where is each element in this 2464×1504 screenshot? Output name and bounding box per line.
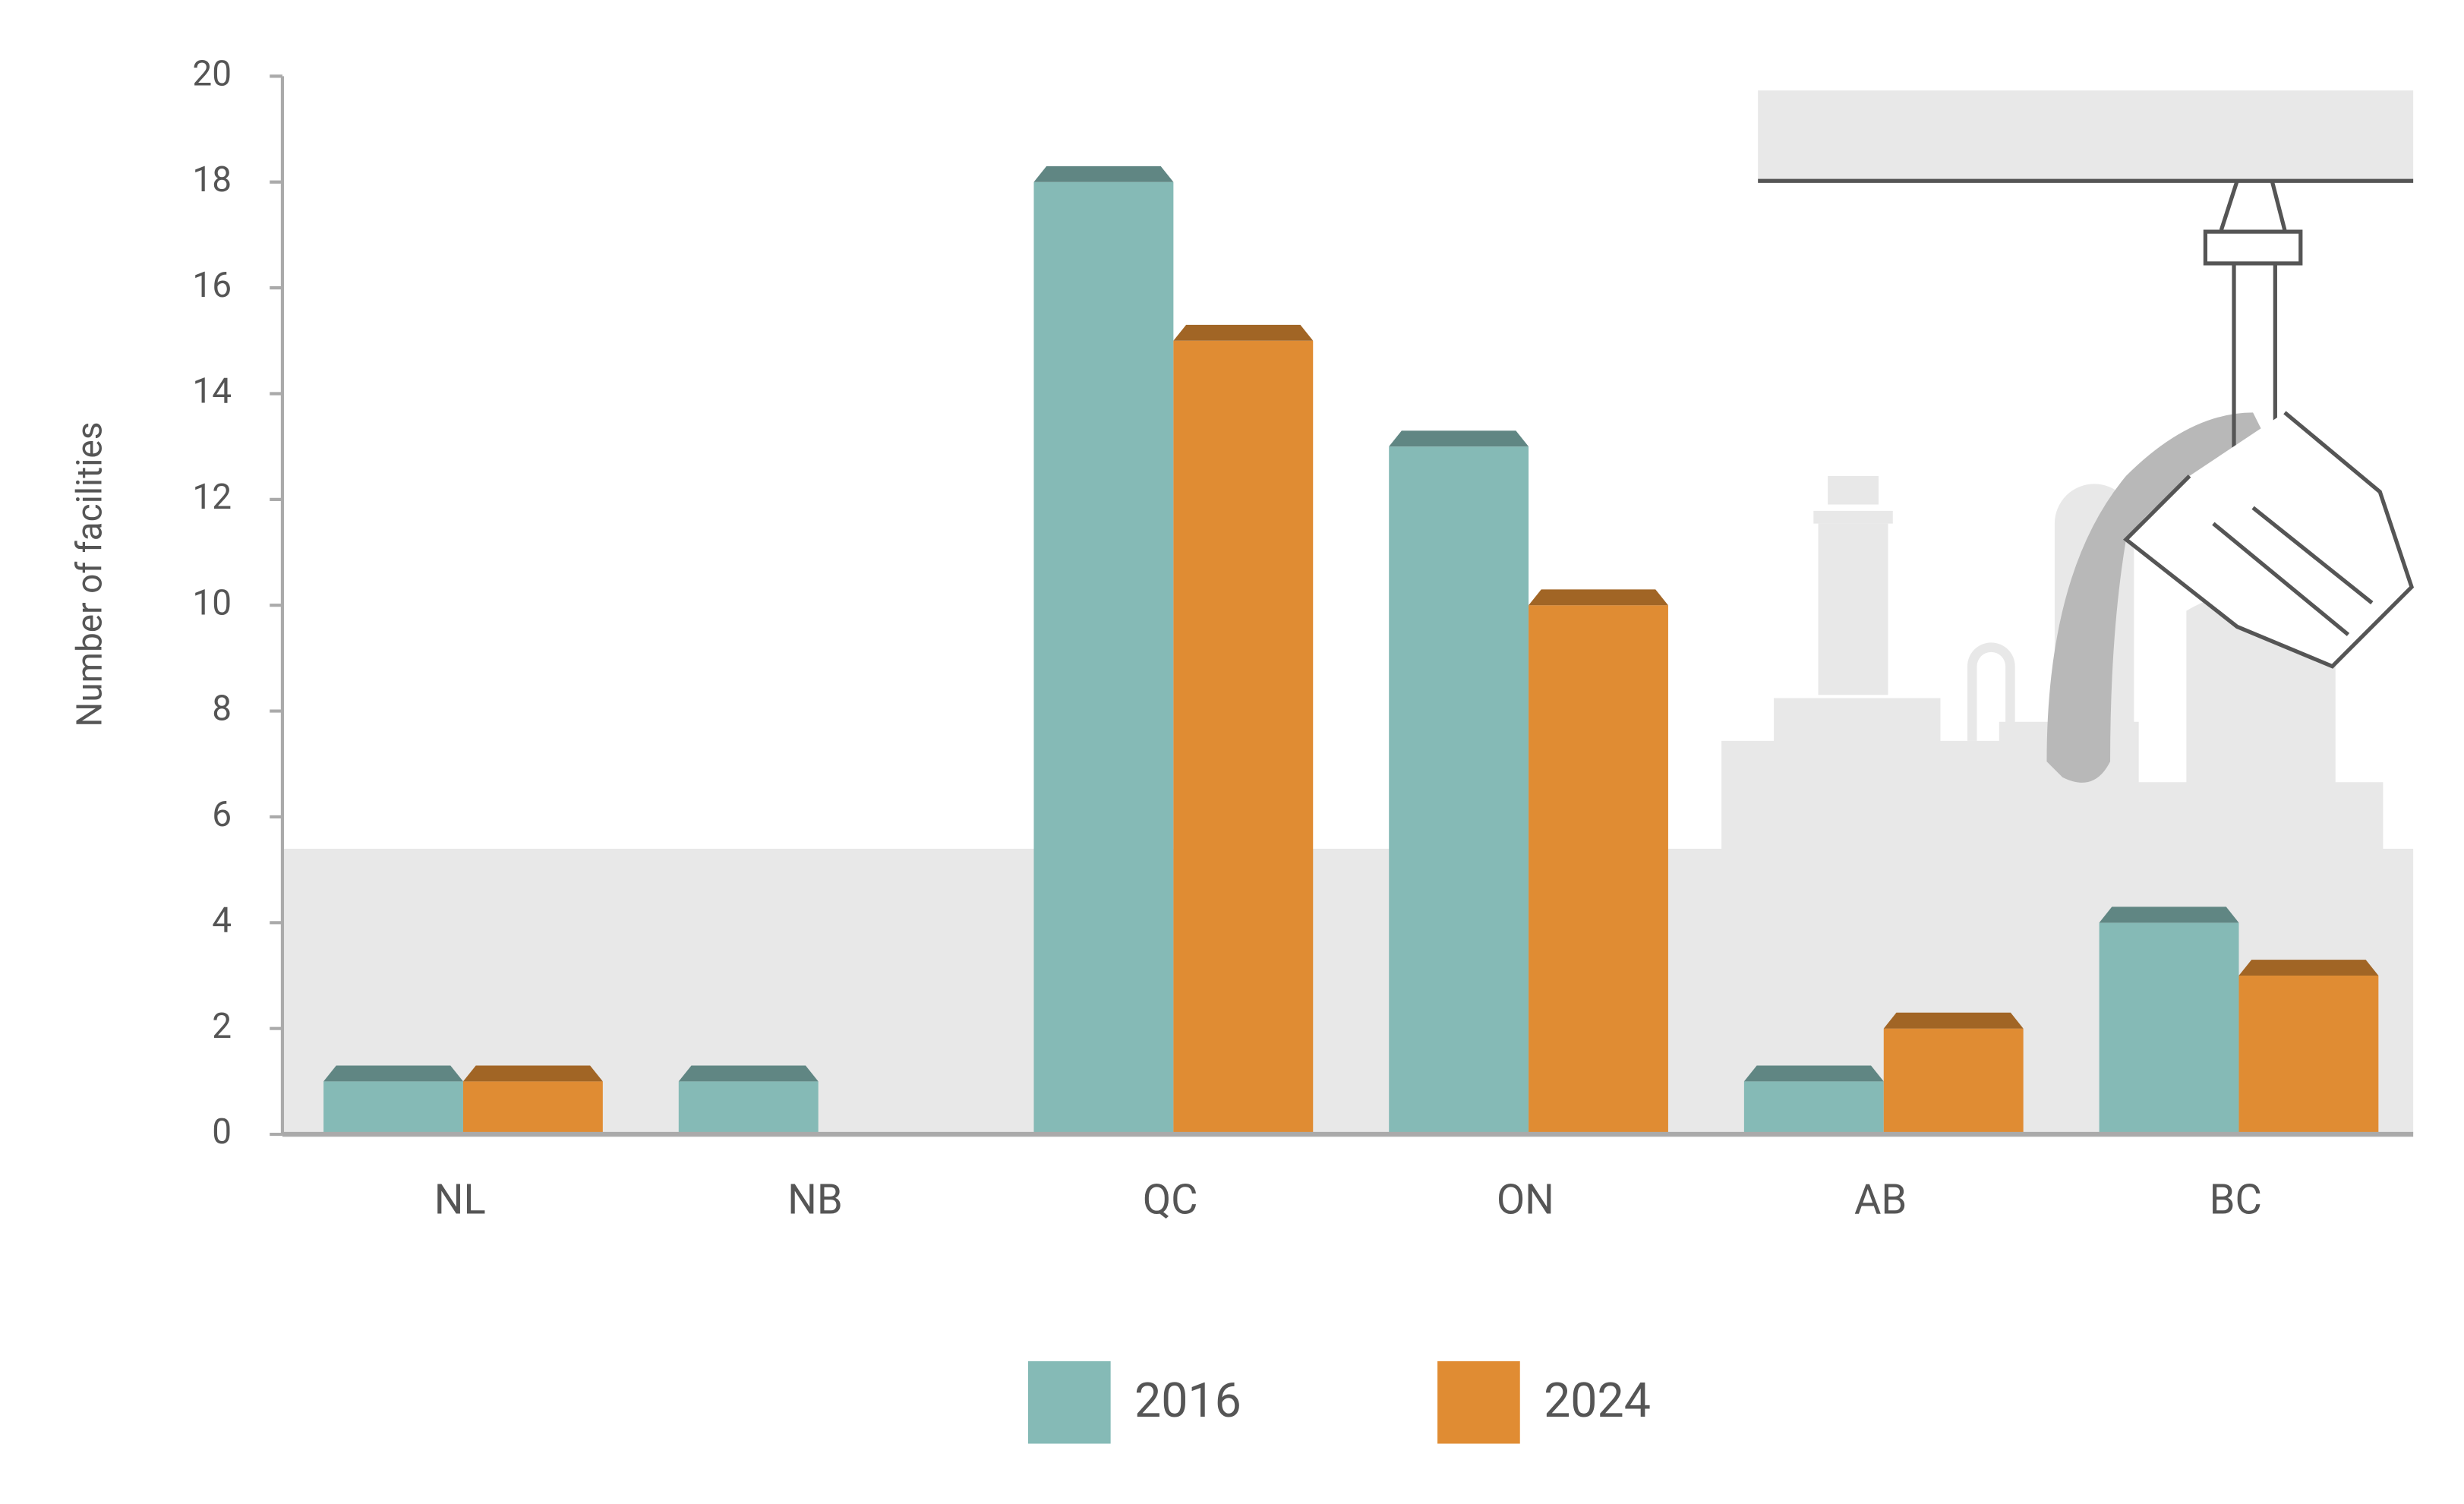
bar <box>462 1081 603 1135</box>
x-tick-label: AB <box>1854 1176 1907 1224</box>
x-tick-label: BC <box>2210 1176 2262 1224</box>
bar-cap <box>1173 324 1314 341</box>
bar-cap <box>1389 430 1529 447</box>
y-tick-label: 0 <box>212 1111 232 1152</box>
bar-cap <box>2099 906 2239 923</box>
crane <box>1758 178 2415 669</box>
bar <box>1389 446 1529 1135</box>
legend-swatch <box>1027 1361 1111 1444</box>
y-tick-label: 6 <box>212 794 232 835</box>
y-tick-label: 14 <box>192 371 232 412</box>
y-tick-label: 4 <box>212 900 232 941</box>
bar-cap <box>462 1065 603 1082</box>
bar <box>1529 605 1668 1135</box>
bar <box>1173 340 1314 1135</box>
y-tick-label: 2 <box>212 1006 232 1047</box>
bar <box>323 1081 463 1135</box>
bar-cap <box>323 1065 463 1082</box>
x-tick-label: NB <box>787 1176 843 1224</box>
bar-cap <box>2238 960 2379 976</box>
y-tick-label: 16 <box>192 265 232 306</box>
bar <box>2238 976 2379 1135</box>
legend-swatch <box>1437 1361 1520 1444</box>
bar <box>1743 1081 1884 1135</box>
bar-cap <box>1743 1065 1884 1082</box>
y-tick-label: 12 <box>192 477 232 518</box>
x-tick-label: QC <box>1143 1176 1198 1224</box>
bar <box>2099 922 2239 1135</box>
legend-label: 2016 <box>1134 1373 1241 1429</box>
y-tick-label: 8 <box>212 689 232 730</box>
background-illustration <box>282 90 2414 1135</box>
bar-cap <box>1529 589 1668 606</box>
y-axis-label: Number of facilities <box>69 421 110 727</box>
bar <box>678 1081 819 1135</box>
bar <box>1033 181 1174 1135</box>
y-tick-label: 18 <box>192 159 232 200</box>
bar-cap <box>678 1065 819 1082</box>
bar <box>1883 1028 2024 1135</box>
x-tick-label: NL <box>434 1176 486 1224</box>
y-tick-label: 20 <box>192 54 232 95</box>
y-tick-label: 10 <box>192 582 232 623</box>
x-tick-label: ON <box>1497 1176 1554 1224</box>
bar-cap <box>1033 166 1174 182</box>
legend-label: 2024 <box>1544 1373 1651 1429</box>
bar-cap <box>1883 1012 2024 1029</box>
